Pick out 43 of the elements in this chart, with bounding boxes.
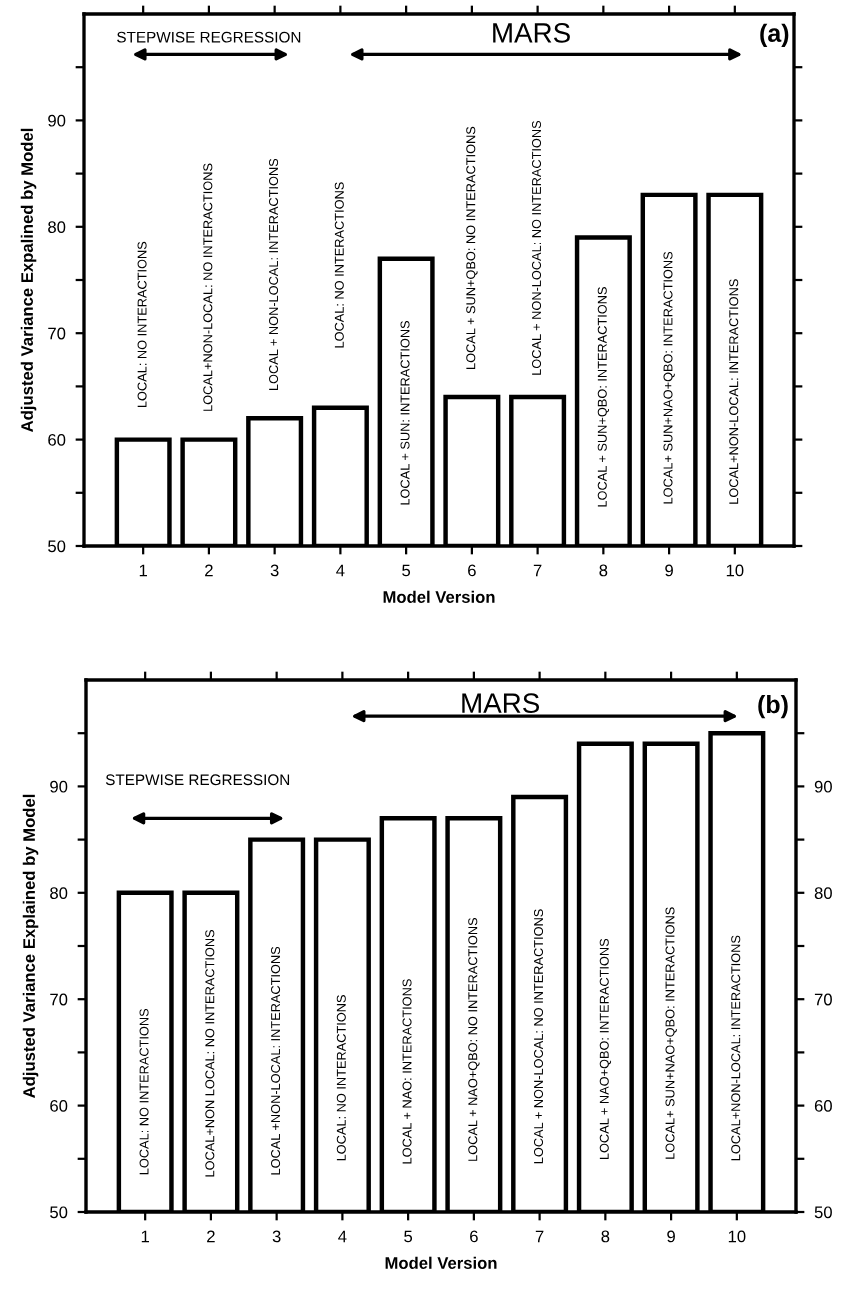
x-tick-label: 3 bbox=[270, 564, 279, 577]
y-tick-label: 60 bbox=[50, 1100, 68, 1112]
x-axis-title: Model Version bbox=[385, 1256, 497, 1269]
y-axis-title: Adjusted Variance Expalined by Model bbox=[20, 128, 37, 432]
x-tick-label: 10 bbox=[728, 1230, 746, 1243]
x-tick-label: 3 bbox=[272, 1230, 281, 1243]
y-tick-label: 80 bbox=[50, 887, 68, 899]
annotation: (a) bbox=[760, 23, 789, 47]
x-tick-label: 8 bbox=[599, 564, 608, 577]
x-axis-title: Model Version bbox=[383, 590, 495, 603]
y-tick-label: 90 bbox=[50, 780, 68, 793]
x-tick-label: 8 bbox=[601, 1230, 610, 1243]
x-tick-label: 4 bbox=[336, 564, 345, 577]
x-tick-label: 6 bbox=[470, 1230, 478, 1243]
y-tick-label: 90 bbox=[48, 114, 66, 127]
y2-tick-label: 80 bbox=[814, 887, 832, 899]
x-tick-label: 1 bbox=[141, 1230, 149, 1243]
y-tick-label: 50 bbox=[48, 540, 66, 553]
x-tick-label: 7 bbox=[533, 564, 542, 577]
y-tick-label: 60 bbox=[48, 434, 66, 446]
y-tick-label: 80 bbox=[48, 221, 66, 233]
x-tick-label: 1 bbox=[139, 564, 147, 577]
y-axis-title: Adjusted Variance Explained by Model bbox=[22, 794, 39, 1098]
y-tick-label: 70 bbox=[50, 993, 68, 1006]
annotation: MARS bbox=[493, 23, 570, 43]
x-tick-label: 5 bbox=[404, 1230, 413, 1243]
x-tick-label: 10 bbox=[726, 564, 744, 577]
x-tick-label: 2 bbox=[205, 564, 213, 577]
y2-tick-label: 90 bbox=[814, 780, 832, 793]
x-tick-label: 6 bbox=[468, 564, 476, 577]
y2-tick-label: 50 bbox=[814, 1206, 832, 1219]
x-tick-label: 7 bbox=[535, 1230, 544, 1243]
y-tick-label: 70 bbox=[48, 327, 66, 340]
x-tick-label: 2 bbox=[207, 1230, 215, 1243]
y2-tick-label: 60 bbox=[814, 1100, 832, 1112]
x-tick-label: 9 bbox=[665, 564, 673, 577]
x-tick-label: 4 bbox=[338, 1230, 347, 1243]
y2-tick-label: 70 bbox=[814, 993, 832, 1006]
x-tick-label: 5 bbox=[402, 564, 411, 577]
annotation: MARS bbox=[462, 693, 540, 713]
x-tick-label: 9 bbox=[667, 1230, 675, 1243]
annotation: (b) bbox=[758, 694, 788, 719]
y-tick-label: 50 bbox=[50, 1206, 68, 1219]
